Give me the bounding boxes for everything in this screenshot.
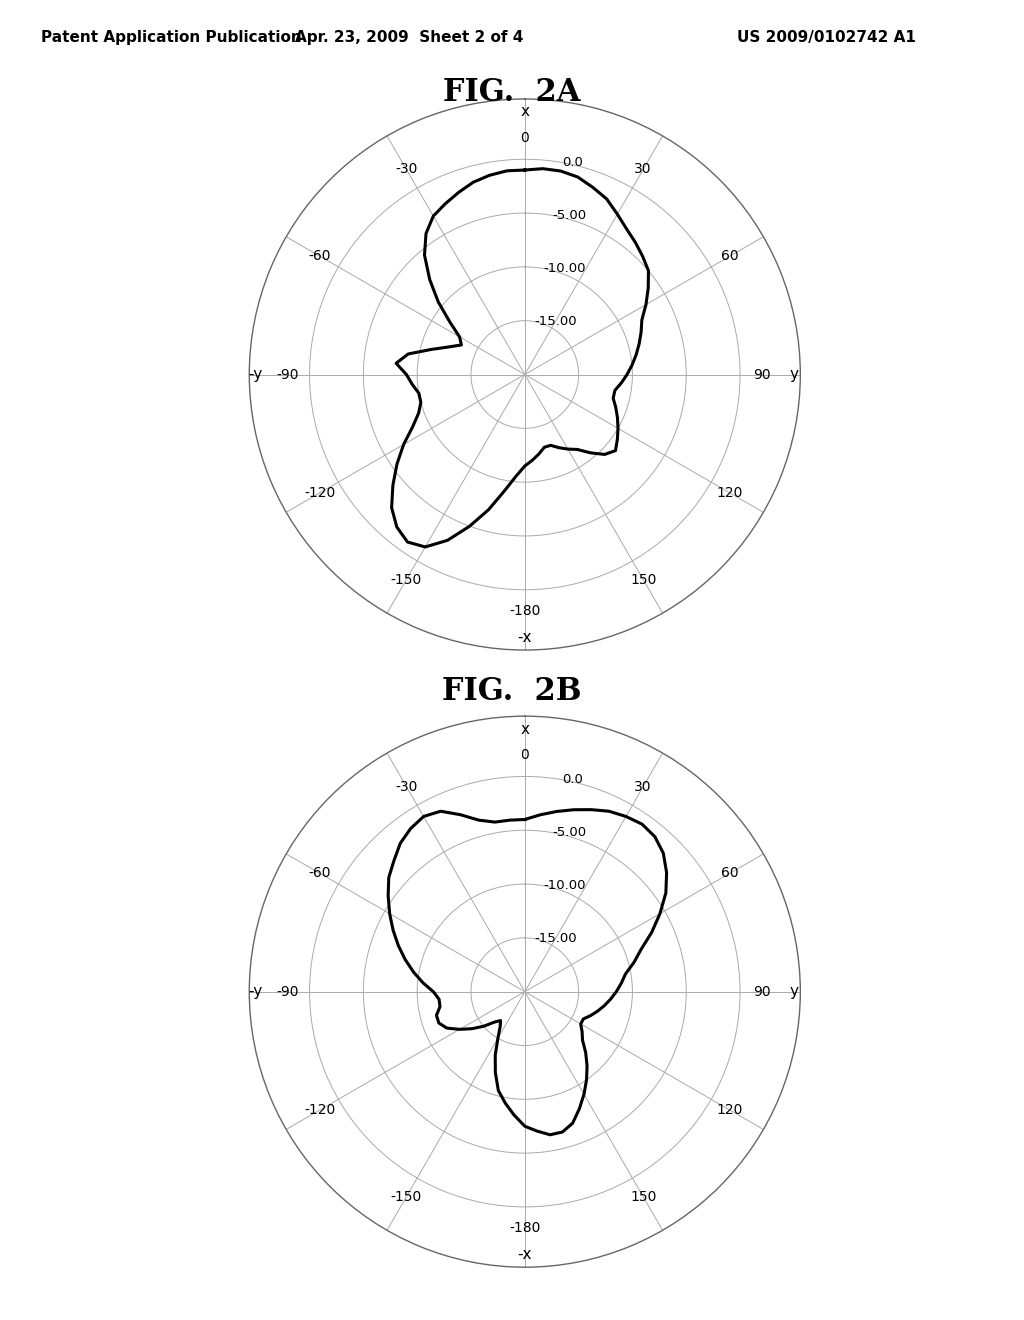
Text: FIG.  2B: FIG. 2B	[442, 676, 582, 706]
Text: 120: 120	[717, 1104, 743, 1117]
Text: -120: -120	[304, 486, 336, 500]
Text: -120: -120	[304, 1104, 336, 1117]
Text: -150: -150	[391, 1189, 422, 1204]
Text: 150: 150	[630, 1189, 656, 1204]
Text: 120: 120	[717, 486, 743, 500]
Text: -90: -90	[276, 367, 299, 381]
Text: 0.0: 0.0	[562, 774, 583, 787]
Text: -x: -x	[517, 630, 532, 644]
Text: 60: 60	[721, 866, 738, 880]
Text: 0.0: 0.0	[562, 156, 583, 169]
Text: -180: -180	[509, 1221, 541, 1236]
Text: -y: -y	[249, 367, 263, 381]
Text: y: y	[790, 367, 799, 381]
Text: -60: -60	[308, 249, 331, 263]
Text: FIG.  2A: FIG. 2A	[443, 77, 581, 107]
Text: x: x	[520, 722, 529, 737]
Text: -180: -180	[509, 605, 541, 618]
Text: 0: 0	[520, 748, 529, 762]
Text: -15.00: -15.00	[535, 315, 577, 329]
Text: x: x	[520, 104, 529, 119]
Text: 90: 90	[753, 985, 770, 999]
Text: -5.00: -5.00	[553, 826, 587, 840]
Text: -30: -30	[395, 780, 418, 793]
Text: -90: -90	[276, 985, 299, 999]
Text: 0: 0	[520, 131, 529, 145]
Text: y: y	[790, 985, 799, 999]
Text: 60: 60	[721, 249, 738, 263]
Text: -x: -x	[517, 1247, 532, 1262]
Text: -10.00: -10.00	[544, 879, 586, 892]
Text: 90: 90	[753, 367, 770, 381]
Text: -60: -60	[308, 866, 331, 880]
Text: -10.00: -10.00	[544, 263, 586, 275]
Text: -150: -150	[391, 573, 422, 586]
Text: US 2009/0102742 A1: US 2009/0102742 A1	[737, 30, 916, 45]
Text: Apr. 23, 2009  Sheet 2 of 4: Apr. 23, 2009 Sheet 2 of 4	[295, 30, 524, 45]
Text: Patent Application Publication: Patent Application Publication	[41, 30, 302, 45]
Text: 30: 30	[635, 780, 652, 793]
Text: 30: 30	[635, 162, 652, 177]
Text: -30: -30	[395, 162, 418, 177]
Text: -15.00: -15.00	[535, 932, 577, 945]
Text: -5.00: -5.00	[553, 209, 587, 222]
Text: -y: -y	[249, 985, 263, 999]
Text: 150: 150	[630, 573, 656, 586]
